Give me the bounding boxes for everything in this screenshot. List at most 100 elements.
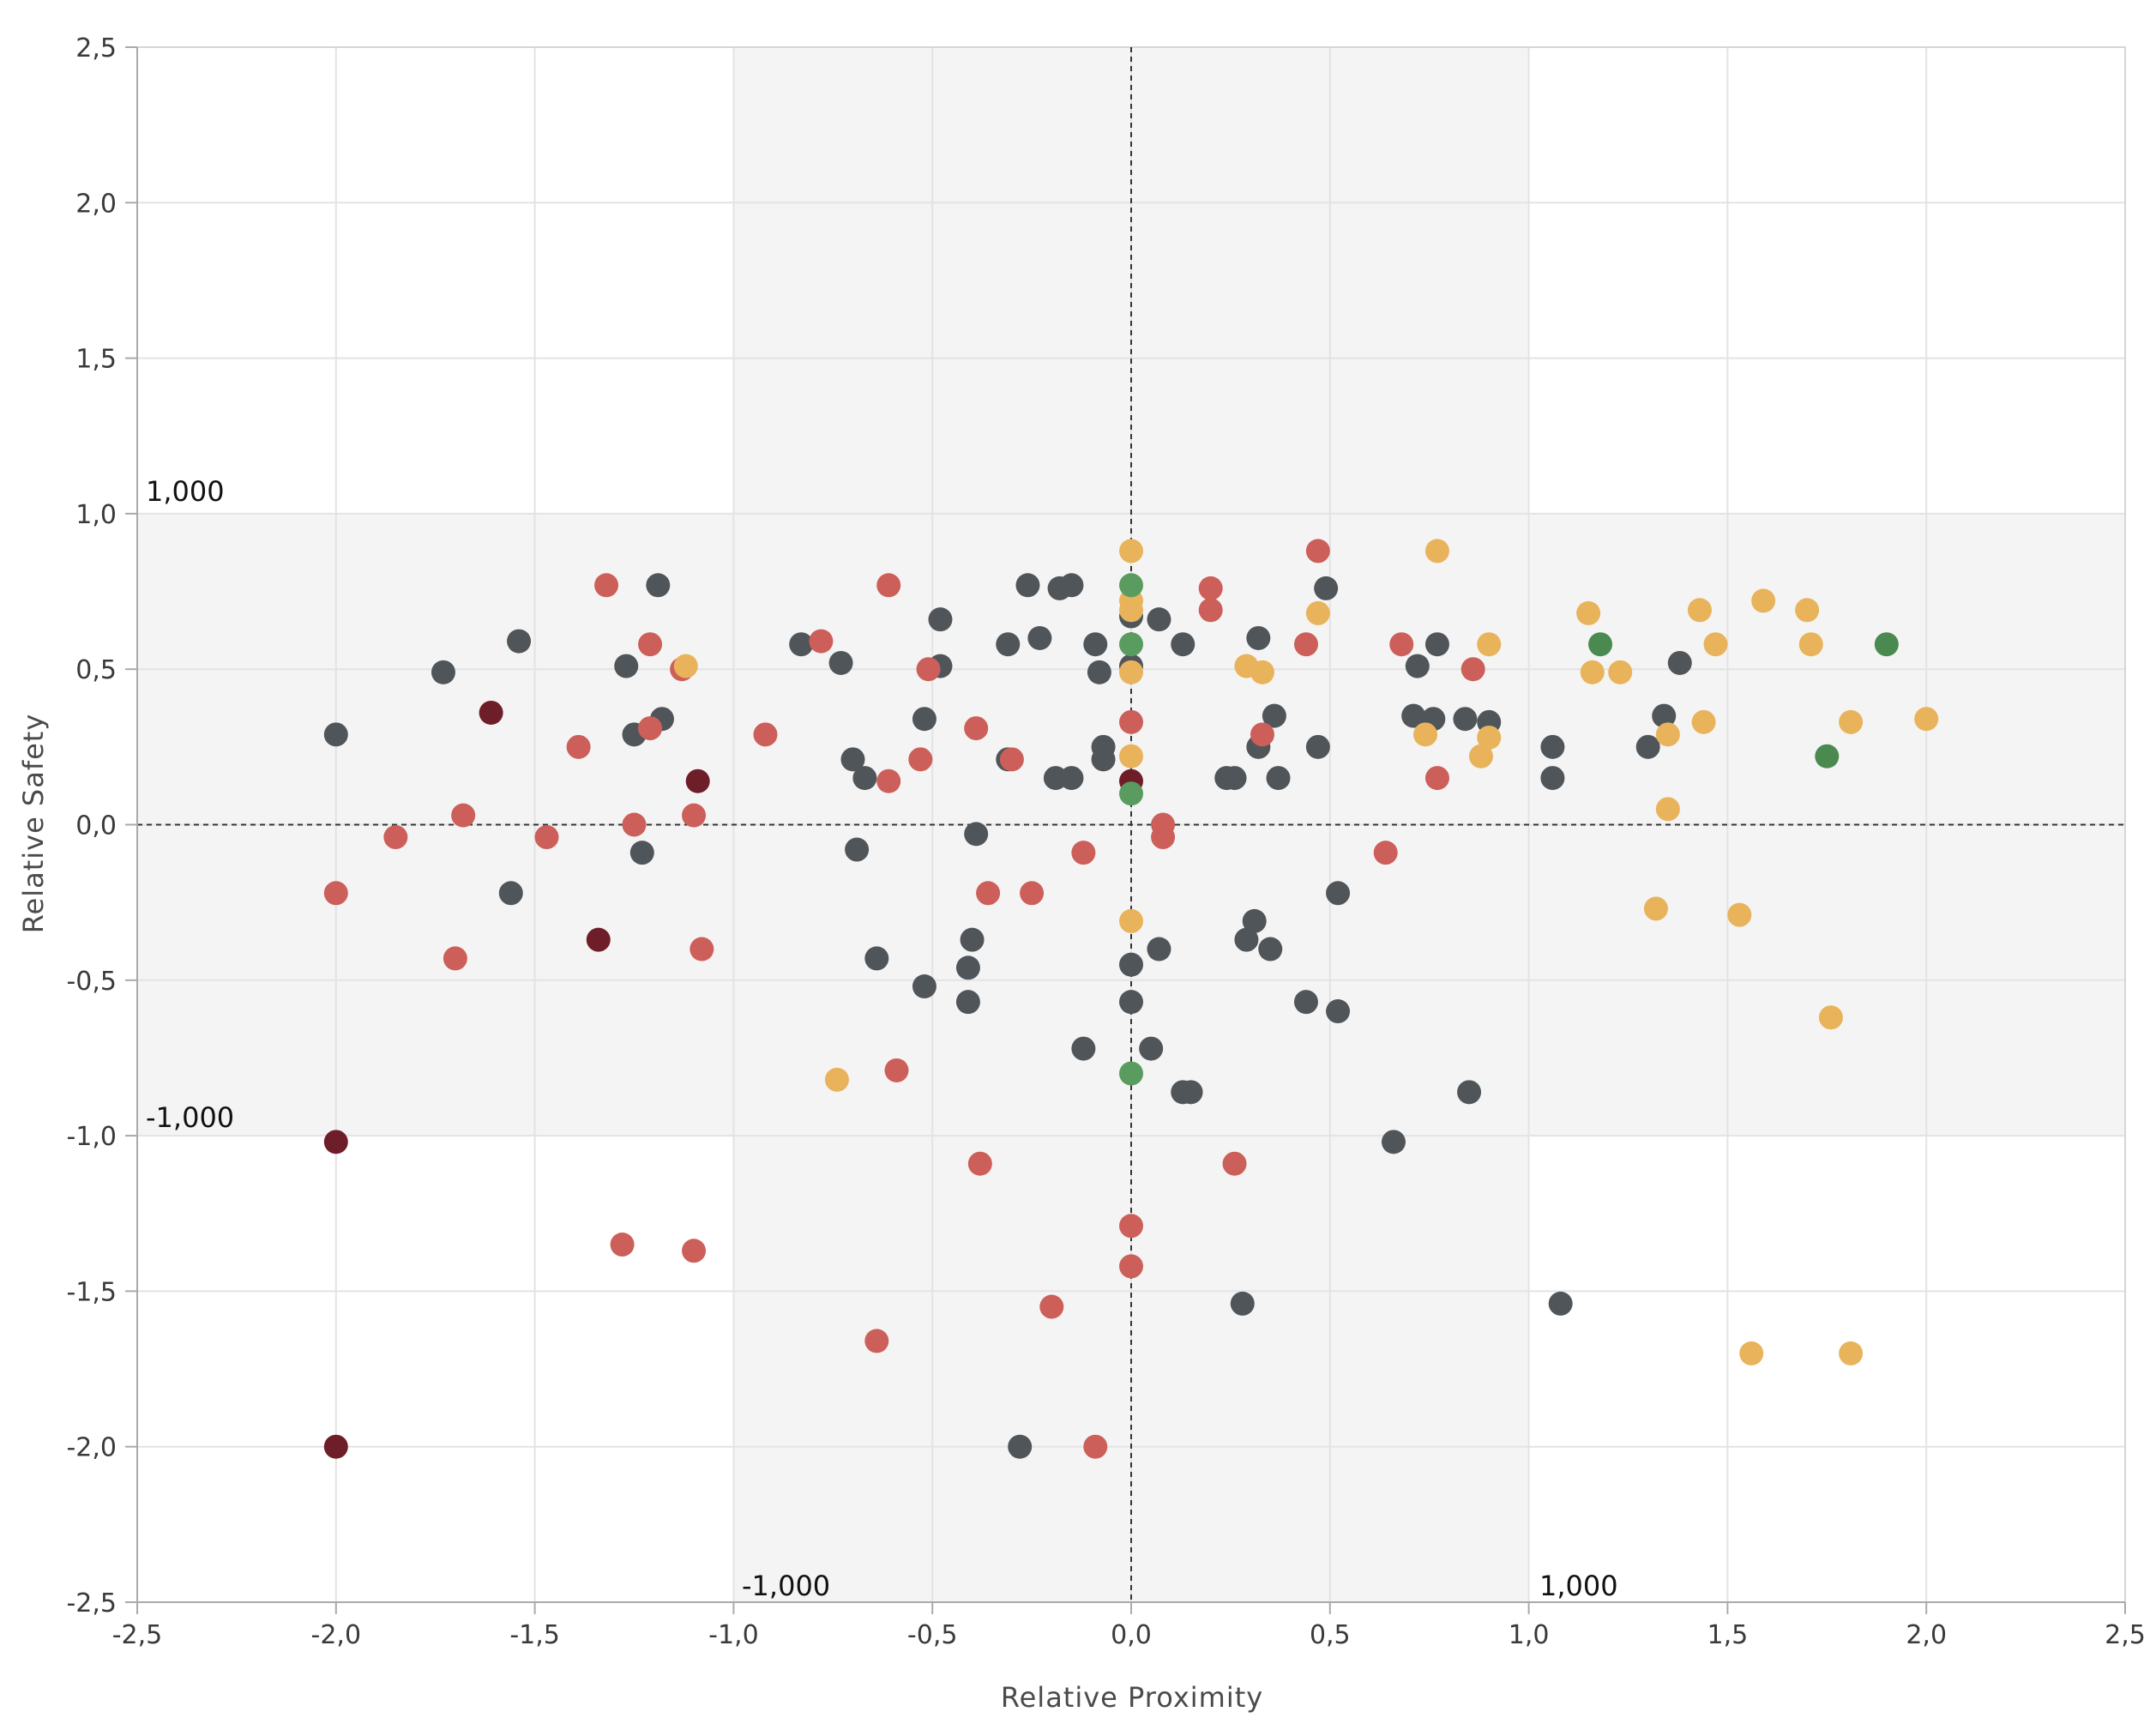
data-point-orange (1798, 632, 1823, 657)
data-point-red (976, 881, 1001, 906)
data-point-red (864, 1329, 889, 1353)
data-point-gray (1314, 576, 1339, 600)
data-point-red (1198, 598, 1223, 623)
data-point-gray (955, 955, 980, 980)
x-tick-label: 0,0 (1111, 1620, 1152, 1650)
data-point-gray (1457, 1080, 1482, 1105)
data-point-orange (1468, 744, 1493, 769)
data-point-orange (1655, 722, 1680, 747)
data-point-red (1119, 709, 1143, 734)
x-axis-title: Relative Proximity (1001, 1681, 1263, 1714)
data-point-red (876, 573, 901, 598)
y-tick-label: 0,5 (75, 655, 117, 685)
data-point-red (1198, 576, 1223, 600)
data-point-gray (1405, 654, 1430, 678)
data-point-orange (1739, 1341, 1764, 1365)
data-point-gray (1453, 707, 1478, 732)
data-points (323, 539, 1939, 1459)
data-point-gray (996, 632, 1021, 657)
x-axis: -2,5 -2,0 -1,5 -1,0 -0,5 0,0 0,5 1,0 1,5 2,0 2,5 (112, 1601, 2144, 1650)
y-axis-title: Relative Safety (17, 714, 50, 934)
band-label-x-left: -1,000 (742, 1570, 830, 1602)
y-tick-label: -0,5 (66, 967, 117, 997)
data-point-gray (323, 722, 348, 747)
data-point-red (1305, 539, 1330, 564)
x-tick-label: 1,0 (1509, 1620, 1550, 1650)
data-point-gray (614, 654, 639, 678)
y-tick-label: 1,5 (75, 345, 117, 375)
data-point-orange (1305, 600, 1330, 625)
data-point-gray (864, 946, 889, 971)
data-point-orange (1119, 908, 1143, 933)
data-point-gray (1540, 766, 1565, 791)
data-point-red (1020, 881, 1045, 906)
data-point-red (638, 716, 663, 741)
data-point-red (809, 629, 834, 654)
data-point-red (1389, 632, 1414, 657)
x-tick-label: -1,0 (708, 1620, 759, 1650)
data-point-gray (1548, 1291, 1573, 1316)
data-point-maroon (323, 1130, 348, 1154)
data-point-red (443, 946, 467, 971)
data-point-red (876, 769, 901, 793)
data-point-gray (498, 881, 523, 906)
data-point-orange (1424, 539, 1449, 564)
x-tick-label: 0,5 (1310, 1620, 1351, 1650)
data-point-orange (1839, 709, 1864, 734)
data-point-gray (431, 660, 455, 684)
data-point-red (1083, 1434, 1108, 1459)
data-point-orange (1477, 632, 1502, 657)
data-point-gray (1230, 1291, 1255, 1316)
x-tick-label: -2,0 (311, 1620, 362, 1650)
data-point-red (594, 573, 619, 598)
data-point-red (1293, 632, 1318, 657)
data-point-orange (1119, 660, 1143, 684)
data-point-red (682, 1239, 707, 1263)
data-point-red (1071, 841, 1096, 865)
data-point-gray (1087, 660, 1111, 684)
data-point-gray (1424, 632, 1449, 657)
data-point-orange (1703, 632, 1728, 657)
data-point-green (1119, 781, 1143, 806)
data-point-gray (1540, 734, 1565, 759)
data-point-gray (1071, 1036, 1096, 1061)
data-point-red (967, 1151, 992, 1176)
data-point-gray (789, 632, 814, 657)
x-tick-label: -1,5 (509, 1620, 560, 1650)
data-point-gray (1147, 607, 1171, 632)
data-point-maroon (586, 927, 611, 952)
data-point-red (964, 716, 989, 741)
data-point-gray (1326, 999, 1351, 1024)
data-point-red (753, 722, 778, 747)
data-point-orange (1576, 600, 1601, 625)
y-tick-label: 0,0 (75, 811, 117, 841)
data-point-red (1039, 1294, 1064, 1319)
data-point-orange (1795, 598, 1820, 623)
data-point-gray (840, 747, 865, 772)
data-point-orange (1751, 588, 1776, 613)
data-point-orange (1477, 725, 1502, 750)
x-tick-label: 1,5 (1707, 1620, 1749, 1650)
y-tick-label: 2,5 (75, 33, 117, 63)
data-point-gray (1222, 766, 1247, 791)
data-point-gray (1401, 703, 1426, 728)
data-point-gray (928, 607, 953, 632)
data-point-red (682, 803, 707, 828)
data-point-orange (1643, 896, 1668, 921)
data-point-red (1373, 841, 1398, 865)
data-point-gray (1652, 703, 1677, 728)
data-point-red (451, 803, 476, 828)
data-point-gray (1326, 881, 1351, 906)
data-point-red (383, 825, 408, 850)
data-point-gray (955, 990, 980, 1015)
y-tick-label: -1,0 (66, 1122, 117, 1152)
data-point-red (1424, 766, 1449, 791)
data-point-orange (1687, 598, 1712, 623)
data-point-gray (1083, 632, 1108, 657)
data-point-green-dark (1874, 632, 1899, 657)
x-tick-label: 2,5 (2105, 1620, 2144, 1650)
data-point-red (690, 937, 714, 961)
x-tick-label: -0,5 (907, 1620, 958, 1650)
data-point-gray (964, 822, 989, 847)
x-tick-label: -2,5 (112, 1620, 163, 1650)
